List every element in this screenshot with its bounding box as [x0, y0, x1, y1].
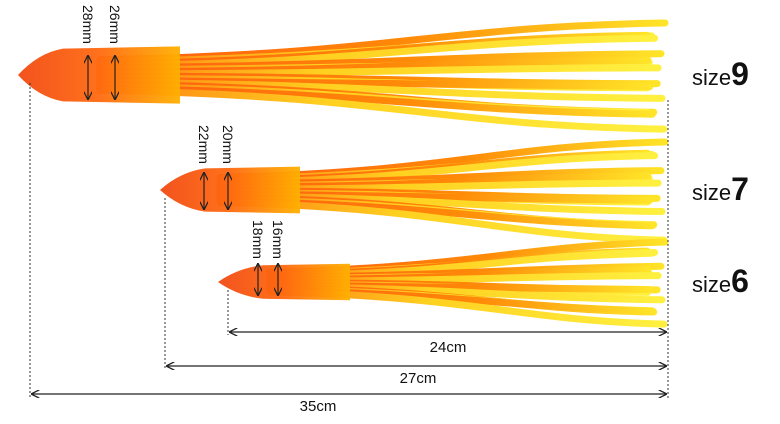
diameter-label: 28mm: [80, 5, 96, 44]
length-label: 24cm: [430, 339, 467, 356]
size-number: 6: [731, 263, 749, 299]
diameter-label: 20mm: [220, 125, 236, 164]
lure-head: [18, 46, 180, 104]
diameter-label: 26mm: [107, 5, 123, 44]
size-word: size: [692, 272, 731, 297]
tentacle: [96, 86, 668, 133]
length-label: 27cm: [400, 370, 437, 387]
size-number: 7: [731, 171, 749, 207]
lures: [18, 19, 669, 328]
size-label: size6: [692, 263, 749, 299]
tentacle: [216, 199, 668, 244]
size-word: size: [692, 180, 731, 205]
length-label: 35cm: [300, 398, 337, 415]
diameter-label: 16mm: [270, 220, 286, 259]
diameter-label: 18mm: [250, 220, 266, 259]
size-word: size: [692, 65, 731, 90]
lure-head: [160, 166, 300, 214]
size-label: size7: [692, 171, 749, 207]
lure-head: [218, 263, 350, 301]
size-number: 9: [731, 56, 749, 92]
size-label: size9: [692, 56, 749, 92]
diameter-label: 22mm: [196, 125, 212, 164]
